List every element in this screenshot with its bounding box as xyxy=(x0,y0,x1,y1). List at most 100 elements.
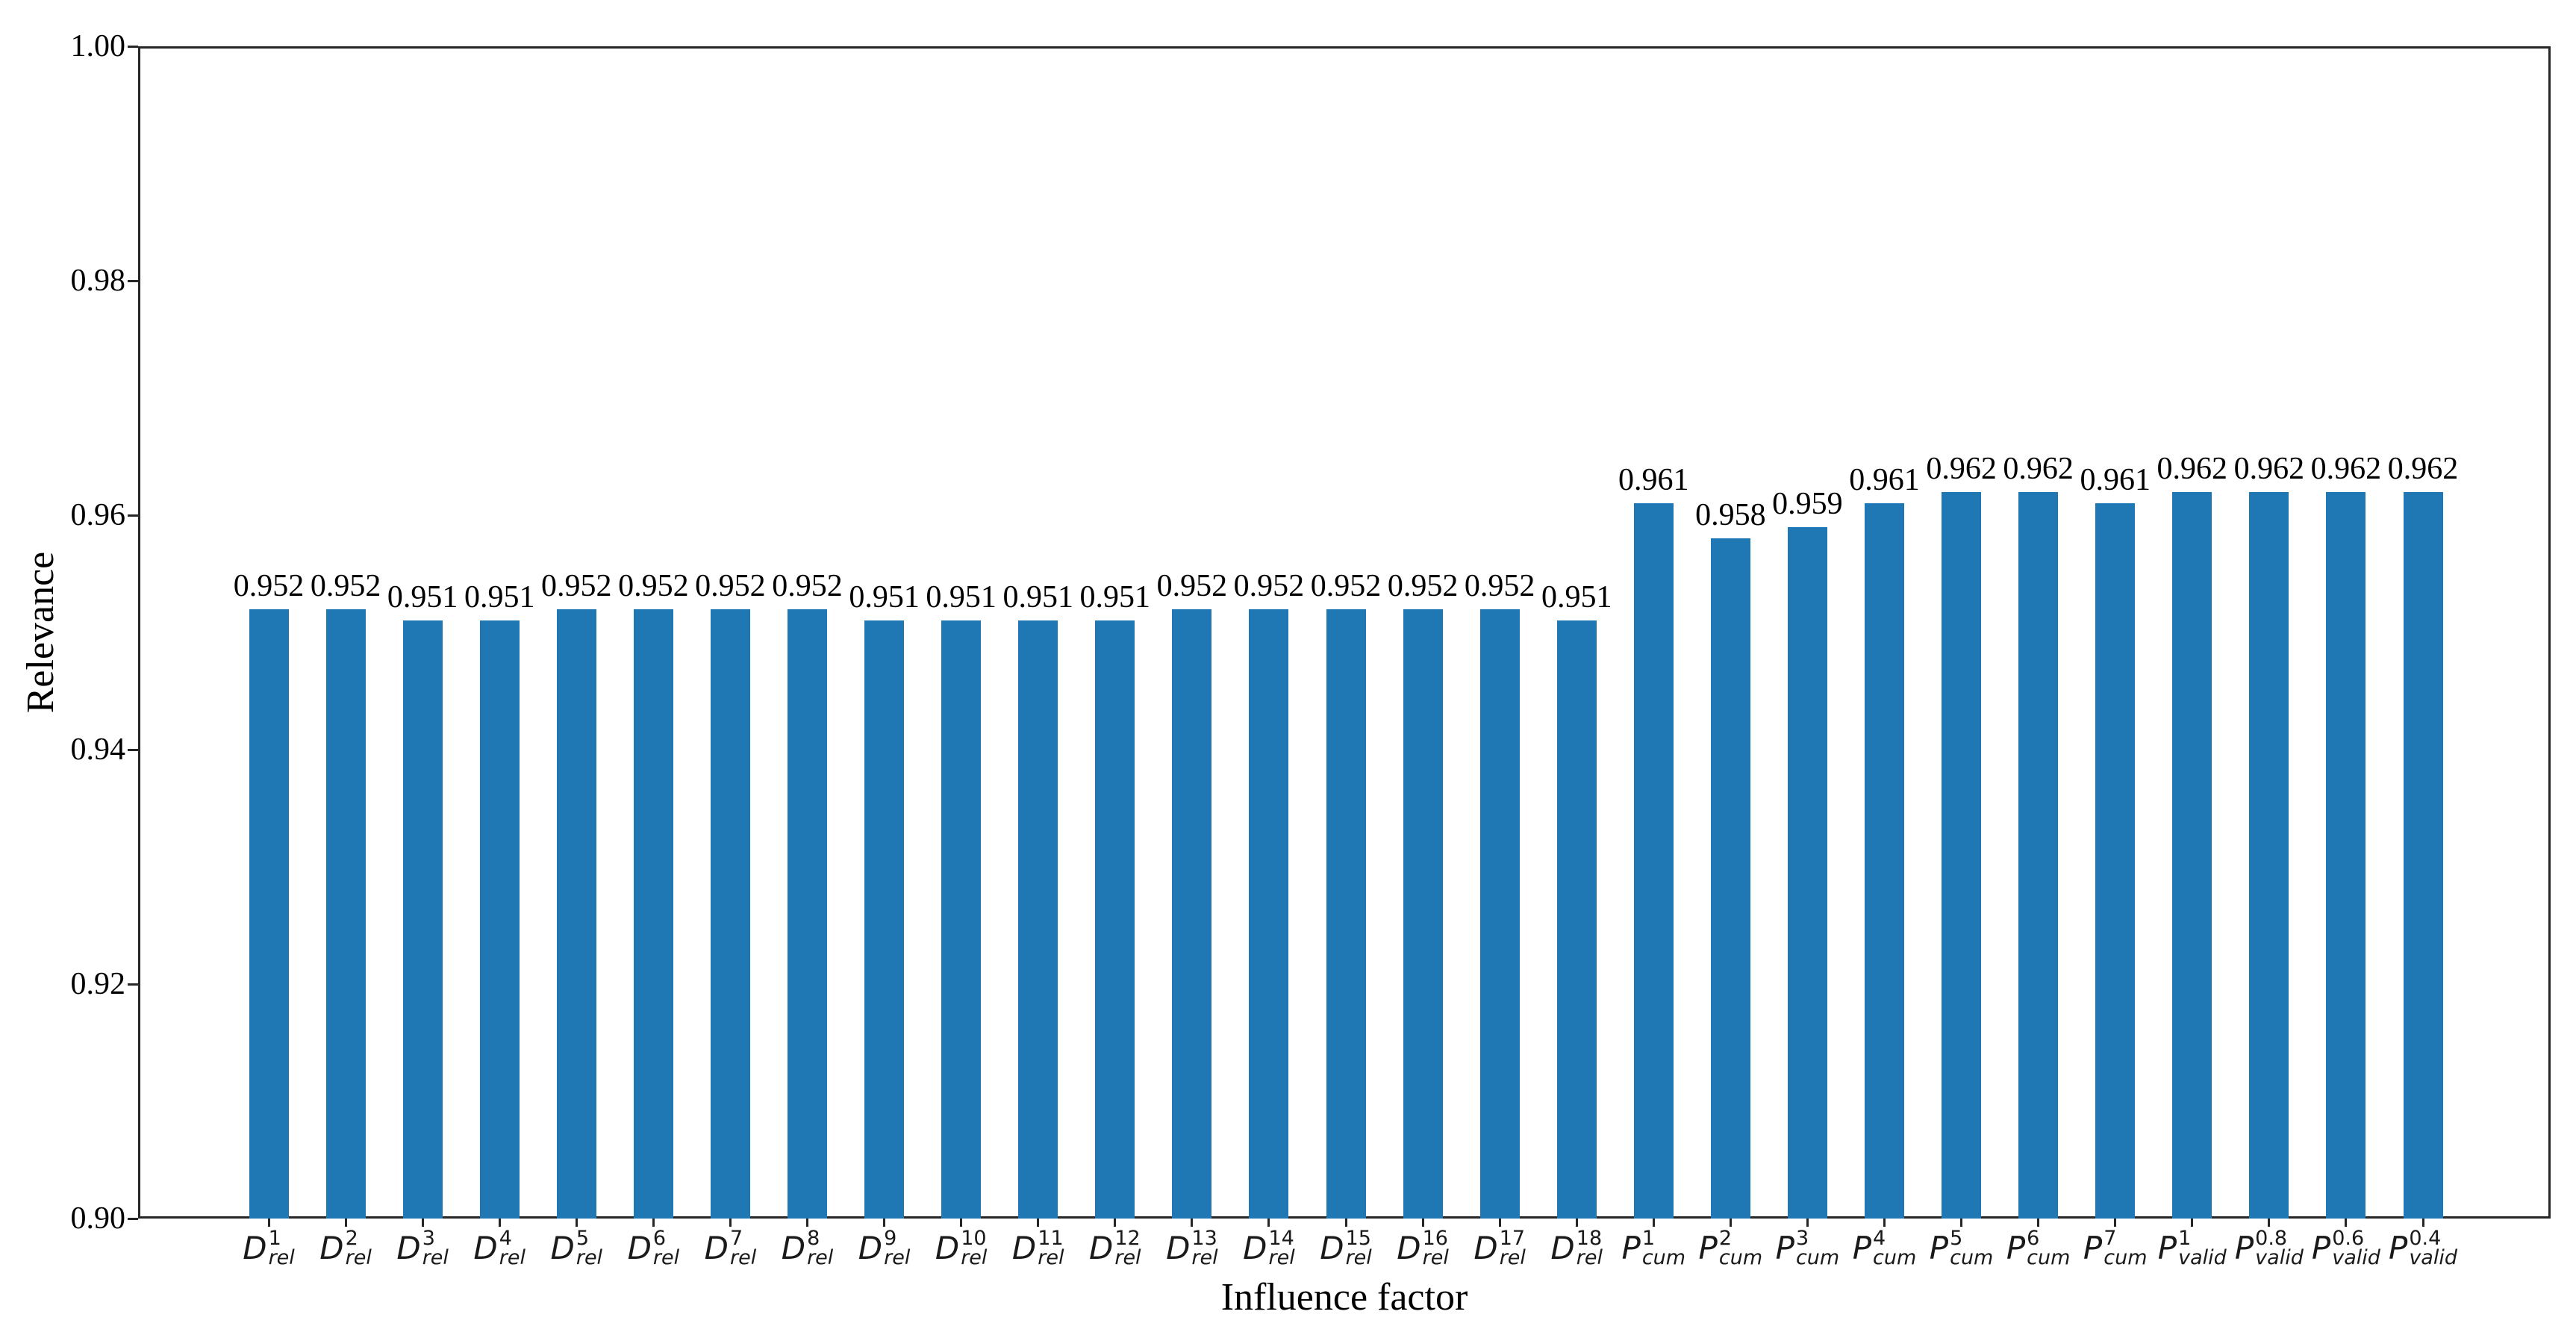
x-category-label: P 5 cum xyxy=(1902,1228,2021,1268)
x-category-label: D 2 rel xyxy=(286,1228,405,1268)
bar xyxy=(1095,620,1135,1219)
bar-value-label: 0.952 xyxy=(618,568,689,603)
x-category-subscript: rel xyxy=(1038,1246,1064,1269)
x-axis-tick xyxy=(2421,1219,2424,1227)
bar-value-label: 0.952 xyxy=(772,568,843,603)
x-category-superscript: 14 xyxy=(1268,1227,1294,1250)
x-category-superscript: 4 xyxy=(1873,1227,1886,1250)
bar xyxy=(1865,503,1904,1219)
bar xyxy=(788,609,827,1219)
x-category-scripts: 8 rel xyxy=(807,1228,834,1269)
x-category-superscript: 1 xyxy=(268,1227,281,1250)
x-axis-tick xyxy=(806,1219,808,1227)
x-category-base: D xyxy=(473,1230,498,1266)
x-axis-title: Influence factor xyxy=(1220,1276,1468,1319)
x-axis-tick xyxy=(2268,1219,2271,1227)
x-category-base: P xyxy=(2389,1230,2408,1266)
x-category-label: P 7 cum xyxy=(2056,1228,2175,1268)
x-category-superscript: 15 xyxy=(1345,1227,1371,1250)
x-category-superscript: 0.4 xyxy=(2409,1227,2442,1250)
x-axis-tick xyxy=(498,1219,501,1227)
x-axis-tick xyxy=(1498,1219,1501,1227)
x-category-subscript: valid xyxy=(2332,1246,2380,1269)
x-category-scripts: 1 rel xyxy=(268,1227,295,1269)
x-category-subscript: valid xyxy=(2255,1246,2304,1269)
x-category-subscript: cum xyxy=(1795,1246,1840,1269)
x-category-base: D xyxy=(1473,1230,1498,1266)
x-category-superscript: 1 xyxy=(2178,1227,2192,1250)
x-category-base: D xyxy=(1243,1230,1267,1266)
x-axis-tick xyxy=(1806,1219,1809,1227)
x-category-base: D xyxy=(550,1230,575,1266)
y-axis-tick xyxy=(128,45,138,48)
x-axis-tick xyxy=(1652,1219,1655,1227)
x-category-label: D 8 rel xyxy=(748,1228,867,1269)
x-category-base: P xyxy=(1775,1230,1794,1266)
x-category-label: D 7 rel xyxy=(670,1228,790,1268)
x-category-scripts: 12 rel xyxy=(1114,1228,1141,1268)
x-category-subscript: valid xyxy=(2409,1246,2457,1269)
x-axis-tick xyxy=(1575,1219,1578,1227)
x-category-subscript: rel xyxy=(1499,1246,1526,1269)
x-category-label: D 16 rel xyxy=(1363,1227,1482,1268)
x-category-scripts: 7 rel xyxy=(730,1228,756,1268)
bar-value-label: 0.962 xyxy=(2310,451,2382,486)
x-category-scripts: 4 cum xyxy=(1873,1227,1917,1269)
x-category-scripts: 18 rel xyxy=(1577,1228,1603,1268)
y-axis-tick xyxy=(128,748,138,751)
bar xyxy=(1710,538,1750,1219)
x-category-scripts: 1 cum xyxy=(1642,1228,1685,1268)
x-axis-tick xyxy=(267,1219,270,1227)
x-category-subscript: valid xyxy=(2178,1246,2227,1269)
x-category-label: D 15 rel xyxy=(1286,1227,1406,1268)
bar xyxy=(633,609,673,1219)
x-category-superscript: 0.8 xyxy=(2255,1227,2288,1250)
bar-value-label: 0.962 xyxy=(2387,451,2459,486)
x-category-base: D xyxy=(396,1230,421,1266)
x-category-subscript: cum xyxy=(2027,1246,2071,1269)
x-axis-tick xyxy=(652,1219,655,1227)
x-category-label: D 14 rel xyxy=(1209,1227,1329,1269)
y-axis-tick xyxy=(128,514,138,517)
x-category-label: D 1 rel xyxy=(209,1227,328,1269)
bar-value-label: 0.958 xyxy=(1695,498,1766,533)
x-category-base: D xyxy=(704,1230,729,1266)
x-category-scripts: 11 rel xyxy=(1038,1228,1064,1269)
x-category-base: D xyxy=(319,1230,344,1266)
x-category-subscript: rel xyxy=(268,1246,295,1269)
y-tick-label: 0.92 xyxy=(70,967,126,1001)
x-category-subscript: cum xyxy=(1873,1246,1917,1269)
bar xyxy=(1018,620,1058,1219)
x-category-base: D xyxy=(1550,1230,1575,1266)
y-tick-label: 0.98 xyxy=(70,264,126,298)
plot-area: 0.90 0.92 0.94 0.96 0.98 1.00 0.952 D 1 rel 0.952 D… xyxy=(71,31,2551,1268)
x-category-scripts: 3 rel xyxy=(422,1228,449,1268)
bar-value-label: 0.952 xyxy=(541,568,612,603)
x-axis-tick xyxy=(421,1219,424,1227)
x-category-label: D 6 rel xyxy=(593,1228,713,1268)
x-category-base: P xyxy=(1621,1230,1641,1266)
x-category-base: D xyxy=(858,1230,883,1266)
x-category-superscript: 6 xyxy=(2027,1227,2040,1250)
x-category-subscript: rel xyxy=(1268,1246,1295,1269)
x-category-subscript: rel xyxy=(884,1246,911,1269)
bar xyxy=(556,609,596,1219)
bar xyxy=(710,609,750,1219)
bar xyxy=(1403,609,1443,1219)
x-category-base: P xyxy=(1852,1230,1872,1266)
x-category-base: P xyxy=(2006,1230,2026,1266)
bar xyxy=(2018,491,2059,1219)
x-category-label: P 4 cum xyxy=(1825,1227,1945,1269)
x-category-superscript: 16 xyxy=(1422,1227,1448,1250)
bar xyxy=(2403,491,2443,1219)
x-category-base: D xyxy=(1397,1230,1421,1266)
bar-value-label: 0.951 xyxy=(1541,580,1612,615)
x-axis-tick xyxy=(883,1219,886,1227)
x-category-subscript: rel xyxy=(807,1246,834,1269)
bar-value-label: 0.961 xyxy=(1849,463,1920,498)
bar xyxy=(941,620,982,1219)
x-category-base: P xyxy=(2311,1230,2331,1266)
x-category-scripts: 2 cum xyxy=(1719,1228,1762,1268)
x-category-base: D xyxy=(243,1230,267,1266)
x-axis-tick xyxy=(729,1219,732,1227)
